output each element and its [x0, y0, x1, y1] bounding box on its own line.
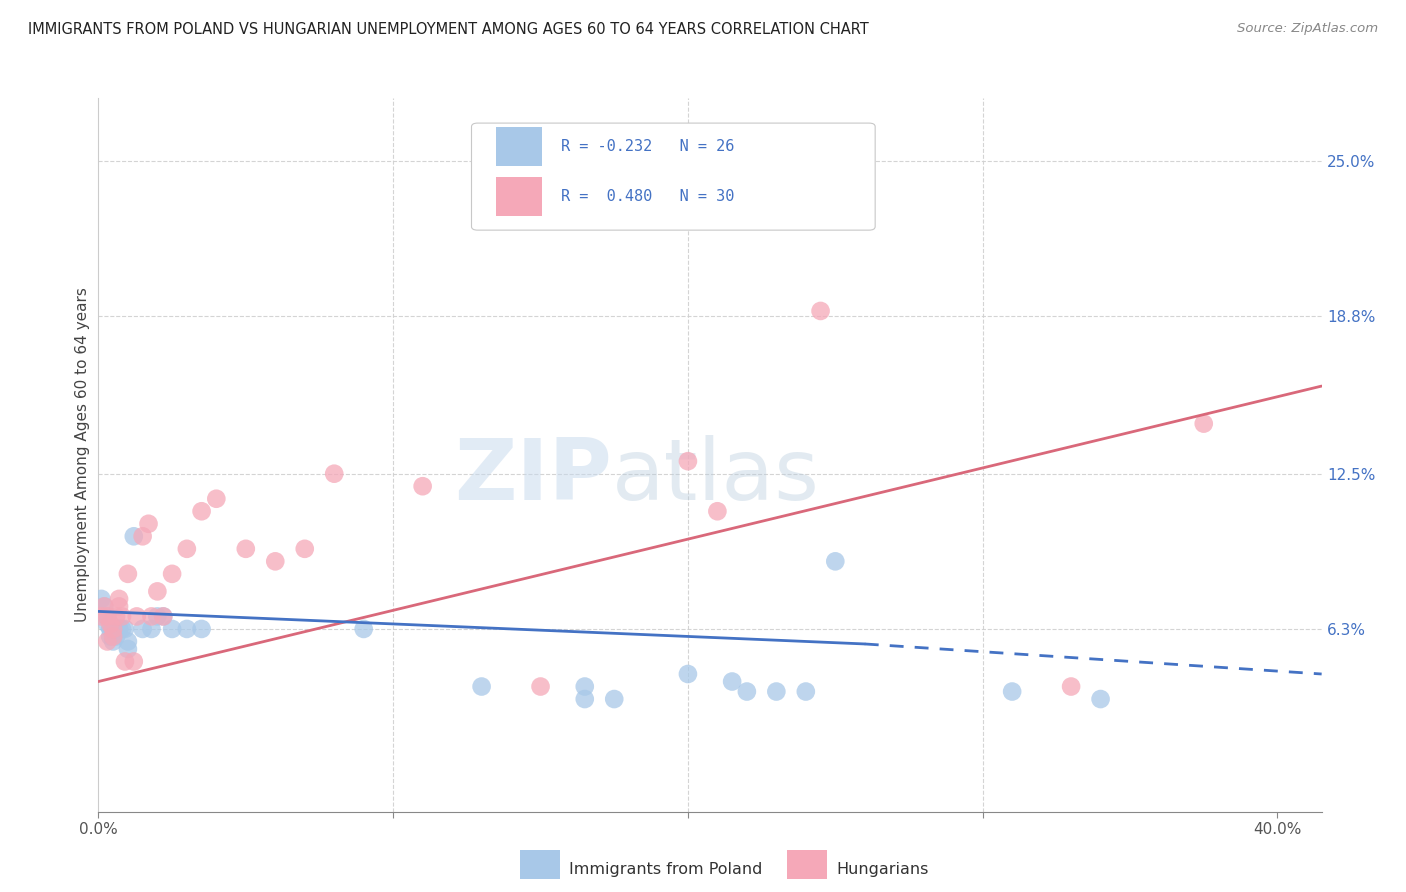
Point — [235, 541, 257, 556]
Point — [101, 630, 124, 644]
Point — [794, 684, 817, 698]
Y-axis label: Unemployment Among Ages 60 to 64 years: Unemployment Among Ages 60 to 64 years — [75, 287, 90, 623]
Point — [176, 541, 198, 556]
Point — [111, 609, 134, 624]
Text: R = -0.232   N = 26: R = -0.232 N = 26 — [561, 139, 734, 154]
Point — [108, 599, 131, 614]
Point — [412, 479, 434, 493]
Point — [90, 609, 112, 624]
Point — [529, 680, 551, 694]
Text: ZIP: ZIP — [454, 434, 612, 518]
Point — [146, 609, 169, 624]
Point — [146, 584, 169, 599]
Point — [176, 622, 198, 636]
Text: Hungarians: Hungarians — [837, 863, 929, 877]
Point — [101, 622, 124, 636]
Point — [122, 529, 145, 543]
Point — [544, 178, 567, 193]
Point — [1090, 692, 1112, 706]
Point — [93, 599, 115, 614]
Point — [294, 541, 316, 556]
Point — [676, 454, 699, 468]
Point — [353, 622, 375, 636]
Text: atlas: atlas — [612, 434, 820, 518]
Point — [114, 655, 136, 669]
Point — [706, 504, 728, 518]
Point — [190, 622, 212, 636]
Text: Source: ZipAtlas.com: Source: ZipAtlas.com — [1237, 22, 1378, 36]
FancyBboxPatch shape — [496, 177, 543, 216]
Point — [152, 609, 174, 624]
Point — [160, 622, 183, 636]
Point — [1192, 417, 1215, 431]
Point — [765, 684, 787, 698]
Point — [117, 566, 139, 581]
Point — [721, 674, 744, 689]
Point — [131, 622, 153, 636]
Point — [141, 622, 163, 636]
Point — [160, 566, 183, 581]
Point — [108, 622, 131, 636]
Point — [141, 609, 163, 624]
Point — [131, 529, 153, 543]
Point — [105, 609, 128, 624]
Point — [574, 680, 596, 694]
Point — [117, 642, 139, 657]
Point — [101, 622, 124, 636]
Point — [98, 616, 121, 631]
Point — [96, 609, 118, 624]
Point — [810, 304, 832, 318]
Point — [111, 622, 134, 636]
FancyBboxPatch shape — [471, 123, 875, 230]
Point — [117, 634, 139, 648]
Point — [125, 609, 148, 624]
Point — [323, 467, 346, 481]
Point — [190, 504, 212, 518]
Point — [90, 591, 112, 606]
Point — [98, 622, 121, 636]
Point — [122, 655, 145, 669]
Point — [98, 630, 121, 644]
Text: Immigrants from Poland: Immigrants from Poland — [569, 863, 763, 877]
Point — [96, 634, 118, 648]
Point — [1001, 684, 1024, 698]
Point — [471, 680, 494, 694]
Point — [108, 622, 131, 636]
Point — [96, 616, 118, 631]
Point — [574, 692, 596, 706]
Point — [676, 667, 699, 681]
Point — [138, 516, 160, 531]
Point — [114, 622, 136, 636]
Point — [108, 591, 131, 606]
Point — [1060, 680, 1083, 694]
Point — [264, 554, 287, 568]
Point — [93, 599, 115, 614]
Point — [101, 634, 124, 648]
Point — [152, 609, 174, 624]
FancyBboxPatch shape — [496, 127, 543, 166]
Point — [96, 609, 118, 624]
Text: R =  0.480   N = 30: R = 0.480 N = 30 — [561, 189, 734, 204]
Point — [824, 554, 846, 568]
Point — [105, 622, 128, 636]
Point — [205, 491, 228, 506]
Point — [603, 692, 626, 706]
Point — [105, 630, 128, 644]
Point — [735, 684, 758, 698]
Text: IMMIGRANTS FROM POLAND VS HUNGARIAN UNEMPLOYMENT AMONG AGES 60 TO 64 YEARS CORRE: IMMIGRANTS FROM POLAND VS HUNGARIAN UNEM… — [28, 22, 869, 37]
